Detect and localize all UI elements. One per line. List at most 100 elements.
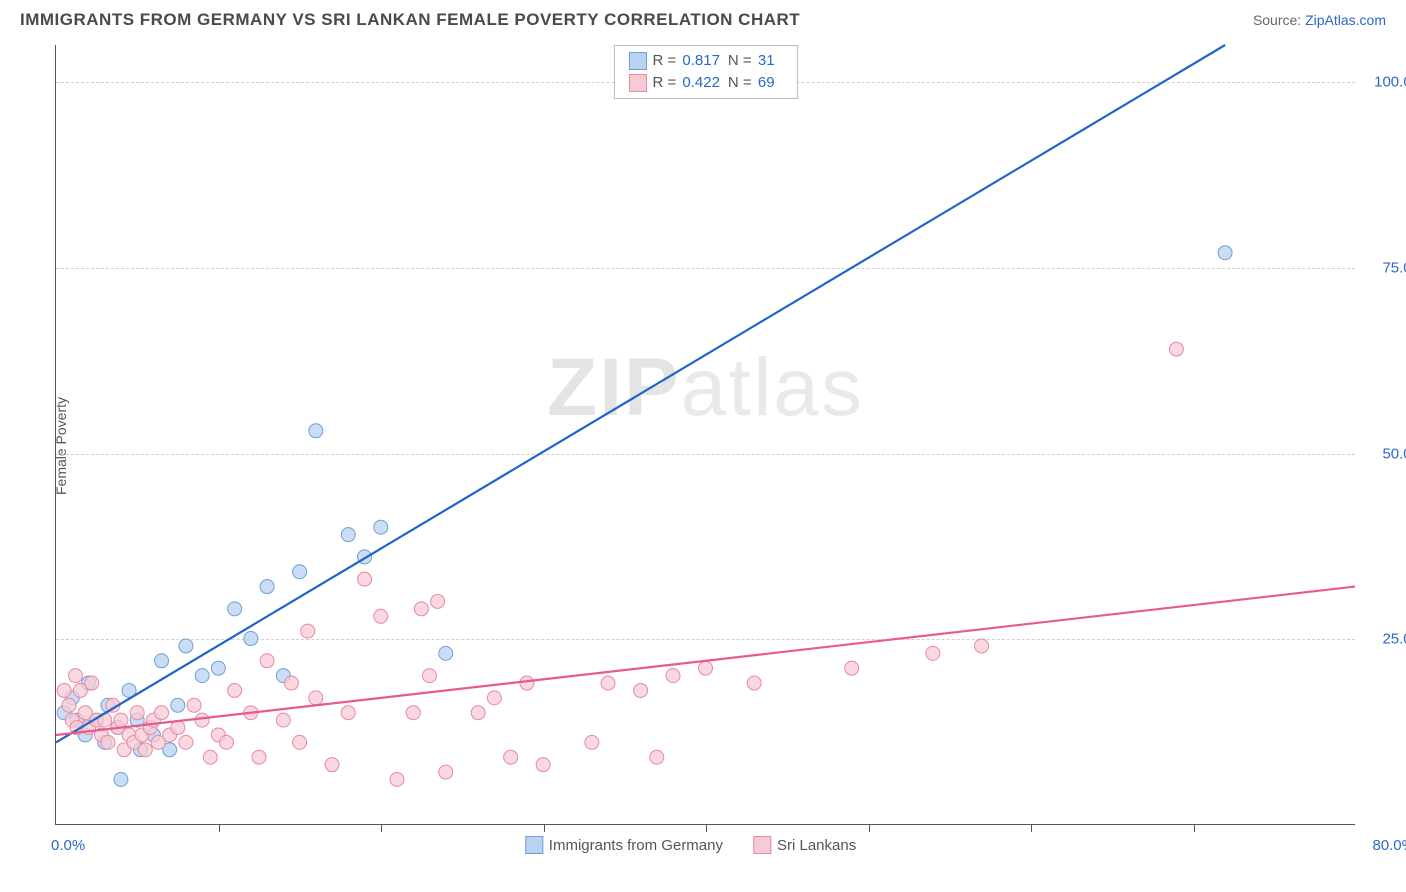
data-point bbox=[431, 594, 445, 608]
data-point bbox=[414, 602, 428, 616]
data-point bbox=[187, 698, 201, 712]
legend-row: R = 0.422N = 69 bbox=[628, 72, 782, 94]
x-tick bbox=[1031, 824, 1032, 832]
x-tick bbox=[219, 824, 220, 832]
data-point bbox=[293, 565, 307, 579]
data-point bbox=[260, 580, 274, 594]
x-tick bbox=[706, 824, 707, 832]
chart-title: IMMIGRANTS FROM GERMANY VS SRI LANKAN FE… bbox=[20, 10, 800, 30]
data-point bbox=[536, 758, 550, 772]
source-link[interactable]: ZipAtlas.com bbox=[1305, 12, 1386, 28]
data-point bbox=[422, 669, 436, 683]
data-point bbox=[747, 676, 761, 690]
x-axis-min-label: 0.0% bbox=[51, 837, 85, 854]
n-label: N = bbox=[728, 52, 756, 69]
data-point bbox=[634, 683, 648, 697]
y-tick-label: 25.0% bbox=[1365, 631, 1406, 648]
data-point bbox=[57, 683, 71, 697]
data-point bbox=[926, 646, 940, 660]
data-point bbox=[471, 706, 485, 720]
data-point bbox=[179, 639, 193, 653]
series-legend: Immigrants from Germany Sri Lankans bbox=[525, 836, 886, 854]
r-value: 0.817 bbox=[680, 52, 728, 69]
data-point bbox=[171, 698, 185, 712]
data-point bbox=[114, 713, 128, 727]
data-point bbox=[301, 624, 315, 638]
data-point bbox=[390, 772, 404, 786]
legend-row: R = 0.817N = 31 bbox=[628, 50, 782, 72]
r-label: R = bbox=[652, 74, 680, 91]
n-value: 31 bbox=[756, 52, 783, 69]
x-axis-max-label: 80.0% bbox=[1372, 837, 1406, 854]
data-point bbox=[244, 632, 258, 646]
data-point bbox=[439, 646, 453, 660]
data-point bbox=[155, 706, 169, 720]
data-point bbox=[487, 691, 501, 705]
x-tick bbox=[381, 824, 382, 832]
scatter-plot-svg bbox=[56, 45, 1355, 824]
data-point bbox=[293, 735, 307, 749]
data-point bbox=[309, 424, 323, 438]
data-point bbox=[975, 639, 989, 653]
data-point bbox=[130, 706, 144, 720]
data-point bbox=[374, 520, 388, 534]
source-attribution: Source: ZipAtlas.com bbox=[1253, 12, 1386, 28]
data-point bbox=[601, 676, 615, 690]
r-value: 0.422 bbox=[680, 74, 728, 91]
x-tick bbox=[1194, 824, 1195, 832]
legend-swatch bbox=[628, 52, 646, 70]
n-label: N = bbox=[728, 74, 756, 91]
data-point bbox=[68, 669, 82, 683]
series-name: Immigrants from Germany bbox=[549, 837, 723, 854]
data-point bbox=[845, 661, 859, 675]
x-tick bbox=[544, 824, 545, 832]
data-point bbox=[85, 676, 99, 690]
legend-swatch bbox=[753, 836, 771, 854]
legend-swatch bbox=[628, 74, 646, 92]
source-prefix: Source: bbox=[1253, 12, 1305, 28]
y-tick-label: 50.0% bbox=[1365, 445, 1406, 462]
data-point bbox=[219, 735, 233, 749]
data-point bbox=[276, 713, 290, 727]
data-point bbox=[101, 735, 115, 749]
x-tick bbox=[869, 824, 870, 832]
data-point bbox=[504, 750, 518, 764]
data-point bbox=[374, 609, 388, 623]
n-value: 69 bbox=[756, 74, 783, 91]
data-point bbox=[666, 669, 680, 683]
y-tick-label: 100.0% bbox=[1365, 74, 1406, 91]
data-point bbox=[284, 676, 298, 690]
data-point bbox=[406, 706, 420, 720]
data-point bbox=[341, 528, 355, 542]
data-point bbox=[114, 772, 128, 786]
data-point bbox=[252, 750, 266, 764]
data-point bbox=[155, 654, 169, 668]
data-point bbox=[1169, 342, 1183, 356]
y-tick-label: 75.0% bbox=[1365, 259, 1406, 276]
data-point bbox=[439, 765, 453, 779]
data-point bbox=[325, 758, 339, 772]
data-point bbox=[1218, 246, 1232, 260]
data-point bbox=[358, 572, 372, 586]
data-point bbox=[650, 750, 664, 764]
data-point bbox=[62, 698, 76, 712]
data-point bbox=[228, 602, 242, 616]
data-point bbox=[699, 661, 713, 675]
series-name: Sri Lankans bbox=[777, 837, 856, 854]
trend-line bbox=[56, 587, 1355, 735]
legend-swatch bbox=[525, 836, 543, 854]
data-point bbox=[211, 661, 225, 675]
trend-line bbox=[56, 45, 1225, 742]
data-point bbox=[138, 743, 152, 757]
data-point bbox=[585, 735, 599, 749]
data-point bbox=[309, 691, 323, 705]
data-point bbox=[179, 735, 193, 749]
data-point bbox=[260, 654, 274, 668]
data-point bbox=[341, 706, 355, 720]
data-point bbox=[228, 683, 242, 697]
data-point bbox=[195, 669, 209, 683]
chart-plot-area: ZIPatlas 25.0%50.0%75.0%100.0% 0.0% 80.0… bbox=[55, 45, 1355, 825]
data-point bbox=[203, 750, 217, 764]
r-label: R = bbox=[652, 52, 680, 69]
data-point bbox=[195, 713, 209, 727]
